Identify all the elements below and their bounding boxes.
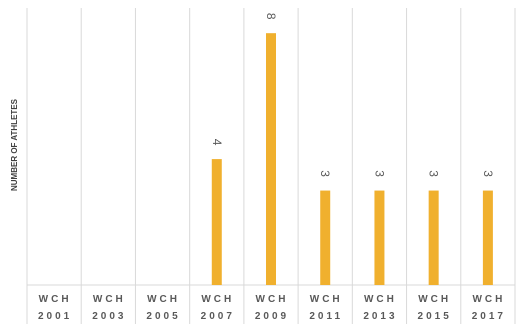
data-label: 3 bbox=[427, 170, 441, 177]
bar-wch-2011 bbox=[320, 190, 331, 285]
bar-wch-2015 bbox=[428, 190, 439, 285]
x-tick-label: 2015 bbox=[418, 311, 452, 322]
x-tick-label: WCH bbox=[364, 294, 397, 305]
x-tick-label: WCH bbox=[310, 294, 343, 305]
x-tick-label: WCH bbox=[39, 294, 72, 305]
bar-wch-2017 bbox=[482, 190, 493, 285]
bar-wch-2013 bbox=[374, 190, 385, 285]
data-label: 4 bbox=[210, 139, 224, 146]
x-tick-label: WCH bbox=[472, 294, 505, 305]
data-label: 8 bbox=[264, 13, 278, 20]
data-label: 3 bbox=[372, 170, 386, 177]
x-tick-label: 2009 bbox=[255, 311, 289, 322]
x-tick-label: 2007 bbox=[201, 311, 235, 322]
x-tick-label: WCH bbox=[147, 294, 180, 305]
x-tick-label: WCH bbox=[256, 294, 289, 305]
bar-wch-2007 bbox=[211, 159, 222, 285]
x-tick-label: 2011 bbox=[309, 311, 343, 322]
x-tick-label: 2003 bbox=[92, 311, 126, 322]
bar-wch-2009 bbox=[266, 33, 276, 285]
x-tick-label: 2005 bbox=[146, 311, 180, 322]
x-tick-label: 2017 bbox=[472, 311, 506, 322]
x-tick-label: 2001 bbox=[38, 311, 72, 322]
x-tick-label: WCH bbox=[201, 294, 234, 305]
data-label: 3 bbox=[481, 170, 495, 177]
x-tick-label: 2013 bbox=[363, 311, 397, 322]
x-tick-label: WCH bbox=[418, 294, 451, 305]
x-tick-label: WCH bbox=[93, 294, 126, 305]
y-axis-title: NUMBER OF ATHLETES bbox=[10, 98, 19, 191]
data-label: 3 bbox=[318, 170, 332, 177]
